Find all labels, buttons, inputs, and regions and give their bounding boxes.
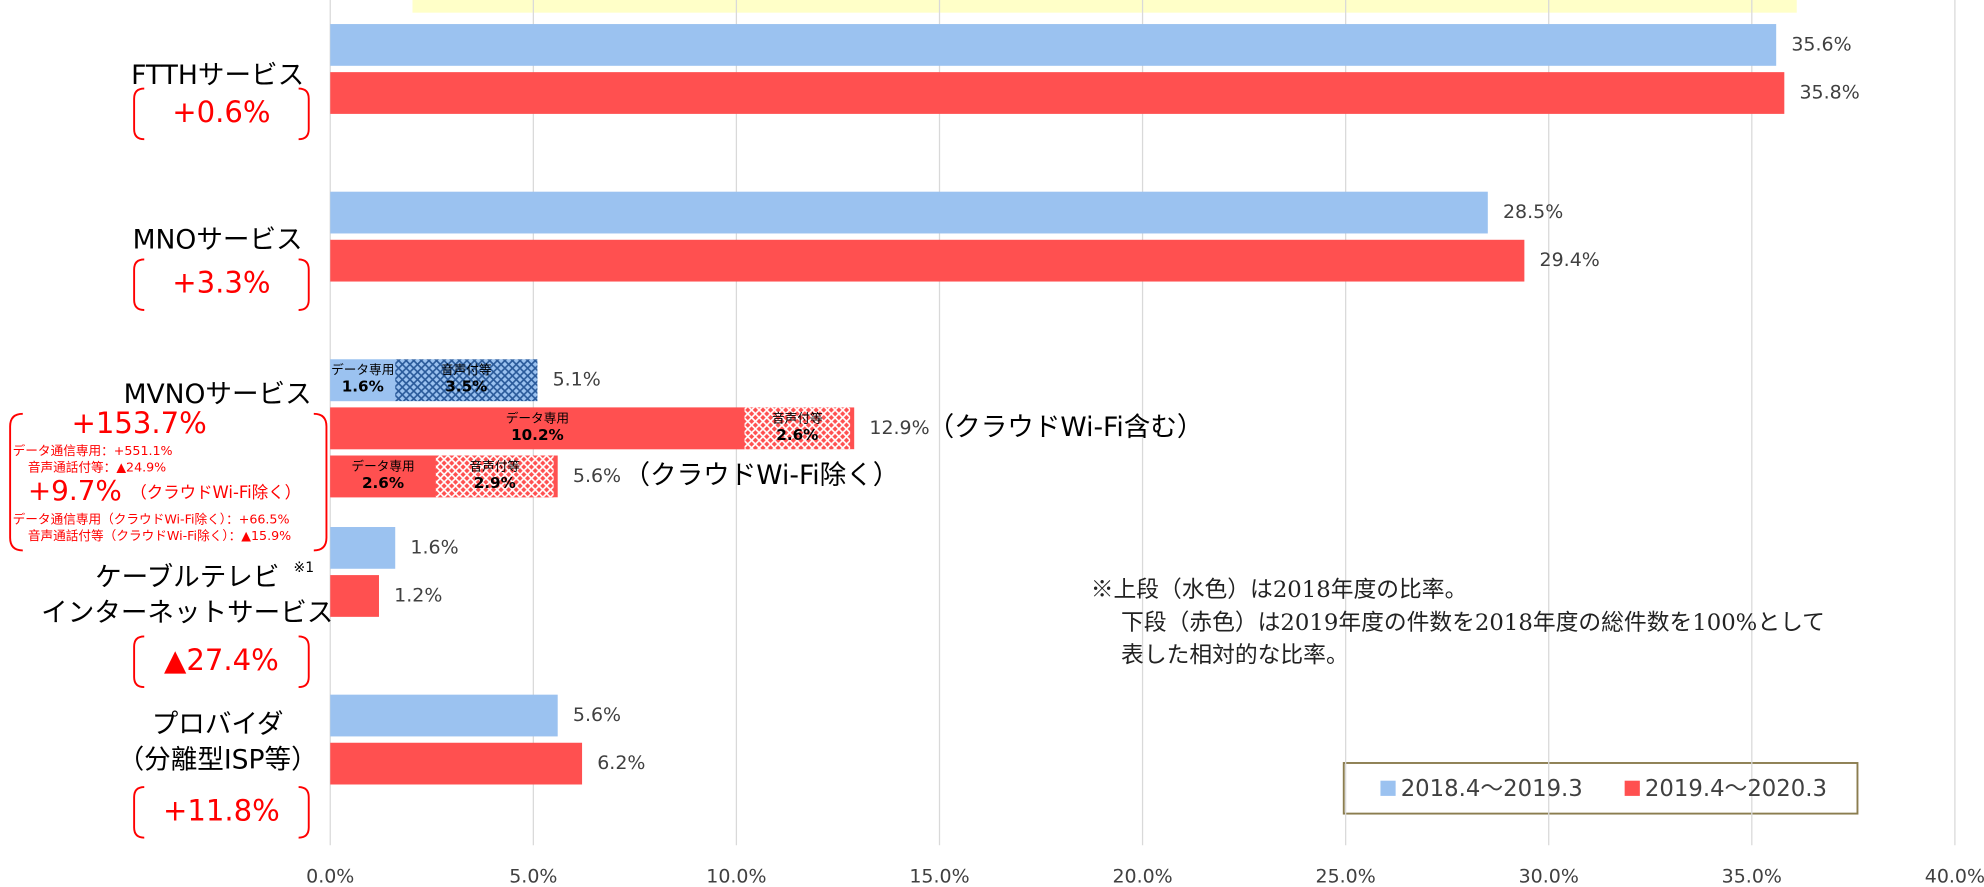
value-label: 5.6% xyxy=(573,704,621,726)
change-bracket xyxy=(133,786,310,839)
value-label: 1.6% xyxy=(410,536,458,558)
segment-value: 2.6% xyxy=(362,474,404,492)
category-label: ケーブルテレビインターネットサービス xyxy=(41,562,333,628)
bar xyxy=(330,24,1777,66)
category-label: MNOサービス xyxy=(133,224,303,255)
bar xyxy=(330,742,583,785)
segment-name: データ専用 xyxy=(506,410,569,425)
x-tick-label: 25.0% xyxy=(1316,865,1376,887)
x-tick-label: 10.0% xyxy=(706,865,766,887)
category-line: （分離型ISP等） xyxy=(118,744,318,775)
bar-note: （クラウドWi-Fi含む） xyxy=(928,412,1204,443)
note-line: 表した相対的な比率。 xyxy=(1121,643,1349,669)
header-band xyxy=(412,0,1797,13)
segment-value: 2.9% xyxy=(474,474,516,492)
value-label: 35.8% xyxy=(1799,82,1859,104)
value-label: 6.2% xyxy=(597,752,645,774)
x-tick-label: 15.0% xyxy=(909,865,969,887)
x-tick-label: 30.0% xyxy=(1519,865,1579,887)
segment-value: 2.6% xyxy=(776,426,818,444)
x-tick-label: 0.0% xyxy=(306,865,354,887)
category-line: MVNOサービス xyxy=(124,378,312,409)
bar-segment xyxy=(330,455,436,498)
category-line: FTTHサービス xyxy=(131,59,304,90)
bar-segment xyxy=(395,359,538,402)
change-bracket xyxy=(133,635,310,689)
segment-value: 3.5% xyxy=(445,378,487,396)
segment-name: データ専用 xyxy=(331,362,394,377)
category-line: ケーブルテレビ xyxy=(95,562,279,593)
x-tick-label: 20.0% xyxy=(1112,865,1172,887)
segment-name: 音声付等 xyxy=(772,410,823,425)
x-tick-label: 5.0% xyxy=(509,865,557,887)
legend-box xyxy=(1342,762,1859,815)
value-label: 28.5% xyxy=(1503,201,1563,223)
category-change: +153.7% xyxy=(72,406,207,440)
category-change: +11.8% xyxy=(163,793,280,827)
mvno-bracket xyxy=(9,412,328,552)
bar xyxy=(330,575,379,617)
detail-note: （クラウドWi-Fi除く） xyxy=(130,483,301,502)
bar-segment xyxy=(435,455,554,498)
bar xyxy=(330,72,1785,114)
category-change: +0.6% xyxy=(172,95,270,129)
legend-label: 2019.4〜2020.3 xyxy=(1645,776,1827,802)
note-line: ※上段（水色）は2018年度の比率。 xyxy=(1091,577,1468,603)
legend-swatch xyxy=(1624,780,1640,796)
category-change: ▲27.4% xyxy=(164,643,279,677)
value-label: 35.6% xyxy=(1791,33,1851,55)
value-label: 29.4% xyxy=(1540,249,1600,271)
bar-segment xyxy=(330,359,396,402)
bar xyxy=(330,694,558,737)
value-label: 5.6% xyxy=(573,465,621,487)
change-bracket xyxy=(133,258,310,311)
bar-segment xyxy=(330,407,745,450)
category-change: +3.3% xyxy=(172,266,270,300)
detail: データ通信専用：+551.1% xyxy=(13,443,173,458)
bar xyxy=(330,239,1525,282)
category-label: MVNOサービス xyxy=(124,378,312,409)
footnote-marker: ※1 xyxy=(294,560,315,576)
segment-value: 10.2% xyxy=(511,426,564,444)
x-tick-label: 40.0% xyxy=(1925,865,1984,887)
bar xyxy=(330,191,1488,234)
detail: 音声通話付等：▲24.9% xyxy=(28,460,166,475)
value-label: 1.2% xyxy=(394,584,442,606)
segment-name: 音声付等 xyxy=(469,458,520,473)
bar xyxy=(330,527,396,569)
bar-note: （クラウドWi-Fi除く） xyxy=(623,460,899,491)
legend-swatch xyxy=(1380,780,1396,796)
category-line: MNOサービス xyxy=(133,224,303,255)
bar-segment xyxy=(744,407,851,450)
value-label: 5.1% xyxy=(553,369,601,391)
segment-name: 音声付等 xyxy=(441,362,492,377)
value-label: 12.9% xyxy=(869,417,929,439)
category-line: インターネットサービス xyxy=(41,597,333,628)
x-tick-label: 35.0% xyxy=(1722,865,1782,887)
detail: データ通信専用（クラウドWi-Fi除く）：+66.5% xyxy=(13,512,290,527)
change-bracket xyxy=(133,87,310,141)
category-label: プロバイダ （分離型ISP等） xyxy=(118,709,318,775)
segment-name: データ専用 xyxy=(351,458,414,473)
category-label: FTTHサービス xyxy=(131,59,304,90)
segment-value: 1.6% xyxy=(342,378,384,396)
legend-label: 2018.4〜2019.3 xyxy=(1401,776,1583,802)
category-line: プロバイダ xyxy=(152,709,284,740)
note-line: 下段（赤色）は2019年度の件数を2018年度の総件数を100%として xyxy=(1121,610,1825,636)
detail: 音声通話付等（クラウドWi-Fi除く）：▲15.9% xyxy=(28,528,291,543)
detail-change: +9.7% xyxy=(28,474,122,507)
